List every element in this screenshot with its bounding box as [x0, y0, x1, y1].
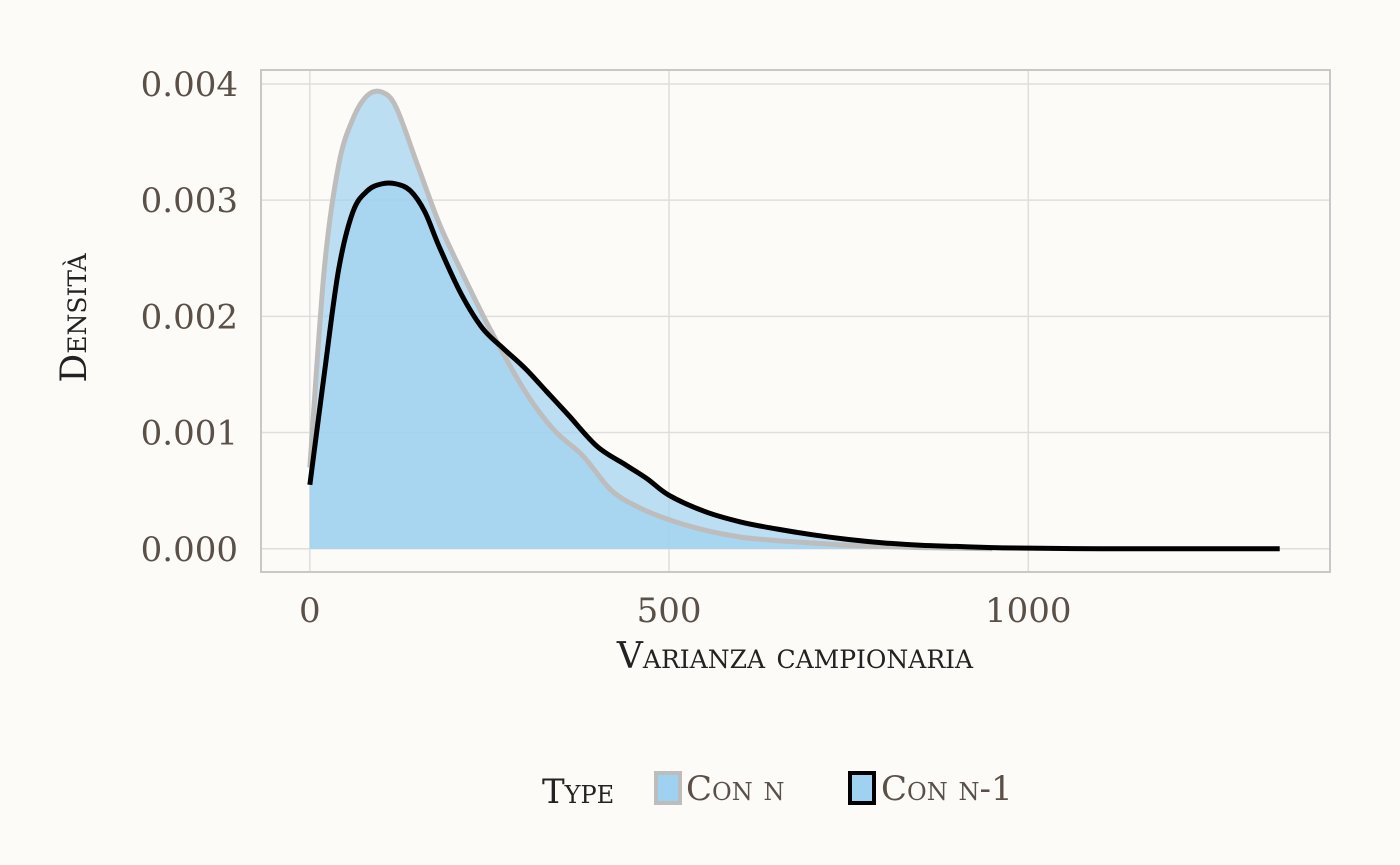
legend-title: Type — [542, 772, 614, 812]
panel-border — [260, 69, 1331, 573]
legend: Type Con n Con n-1 — [542, 769, 1013, 812]
legend-label-con-n-1: Con n-1 — [881, 769, 1013, 809]
x-tick-label: 1000 — [985, 591, 1072, 631]
y-tick-label: 0.001 — [141, 414, 238, 454]
y-tick-label: 0.003 — [141, 181, 238, 221]
density-line-con-n-1 — [307, 180, 1280, 552]
density-area-con-n-1 — [309, 183, 1280, 549]
x-axis-ticks: 0 500 1000 — [299, 591, 1071, 631]
legend-label-con-n: Con n — [686, 769, 785, 809]
x-tick-label: 500 — [637, 591, 702, 631]
x-axis-title: Varianza campionaria — [616, 636, 974, 677]
density-line-con-n — [307, 88, 993, 552]
y-axis-title: Densità — [54, 252, 95, 382]
legend-key-con-n — [654, 771, 682, 805]
y-tick-label: 0.002 — [141, 297, 238, 337]
y-axis-ticks: 0.000 0.001 0.002 0.003 0.004 — [141, 65, 238, 570]
y-tick-label: 0.000 — [141, 530, 238, 570]
y-tick-label: 0.004 — [141, 65, 238, 105]
x-tick-label: 0 — [299, 591, 321, 631]
legend-key-con-n-1 — [848, 771, 876, 805]
density-lines — [307, 88, 1280, 552]
density-areas — [309, 91, 1280, 549]
